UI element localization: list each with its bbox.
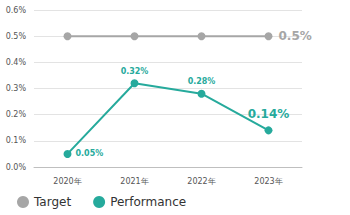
svg-text:0.0%: 0.0% <box>6 163 27 172</box>
svg-text:0.1%: 0.1% <box>6 136 27 145</box>
svg-text:2021年: 2021年 <box>120 177 148 186</box>
svg-text:2020年: 2020年 <box>53 177 81 186</box>
svg-text:0.05%: 0.05% <box>76 149 104 158</box>
svg-text:2022年: 2022年 <box>187 177 215 186</box>
svg-text:0.5%: 0.5% <box>279 29 312 43</box>
svg-text:0.5%: 0.5% <box>6 32 27 41</box>
svg-text:0.3%: 0.3% <box>6 84 27 93</box>
svg-text:0.6%: 0.6% <box>6 6 27 15</box>
svg-text:0.32%: 0.32% <box>121 67 149 76</box>
svg-text:0.28%: 0.28% <box>188 77 216 86</box>
svg-text:0.2%: 0.2% <box>6 110 27 119</box>
svg-text:Target: Target <box>33 195 71 209</box>
svg-text:Performance: Performance <box>110 195 186 209</box>
svg-text:0.4%: 0.4% <box>6 58 27 67</box>
svg-text:2023年: 2023年 <box>254 177 282 186</box>
svg-text:0.14%: 0.14% <box>248 107 290 121</box>
